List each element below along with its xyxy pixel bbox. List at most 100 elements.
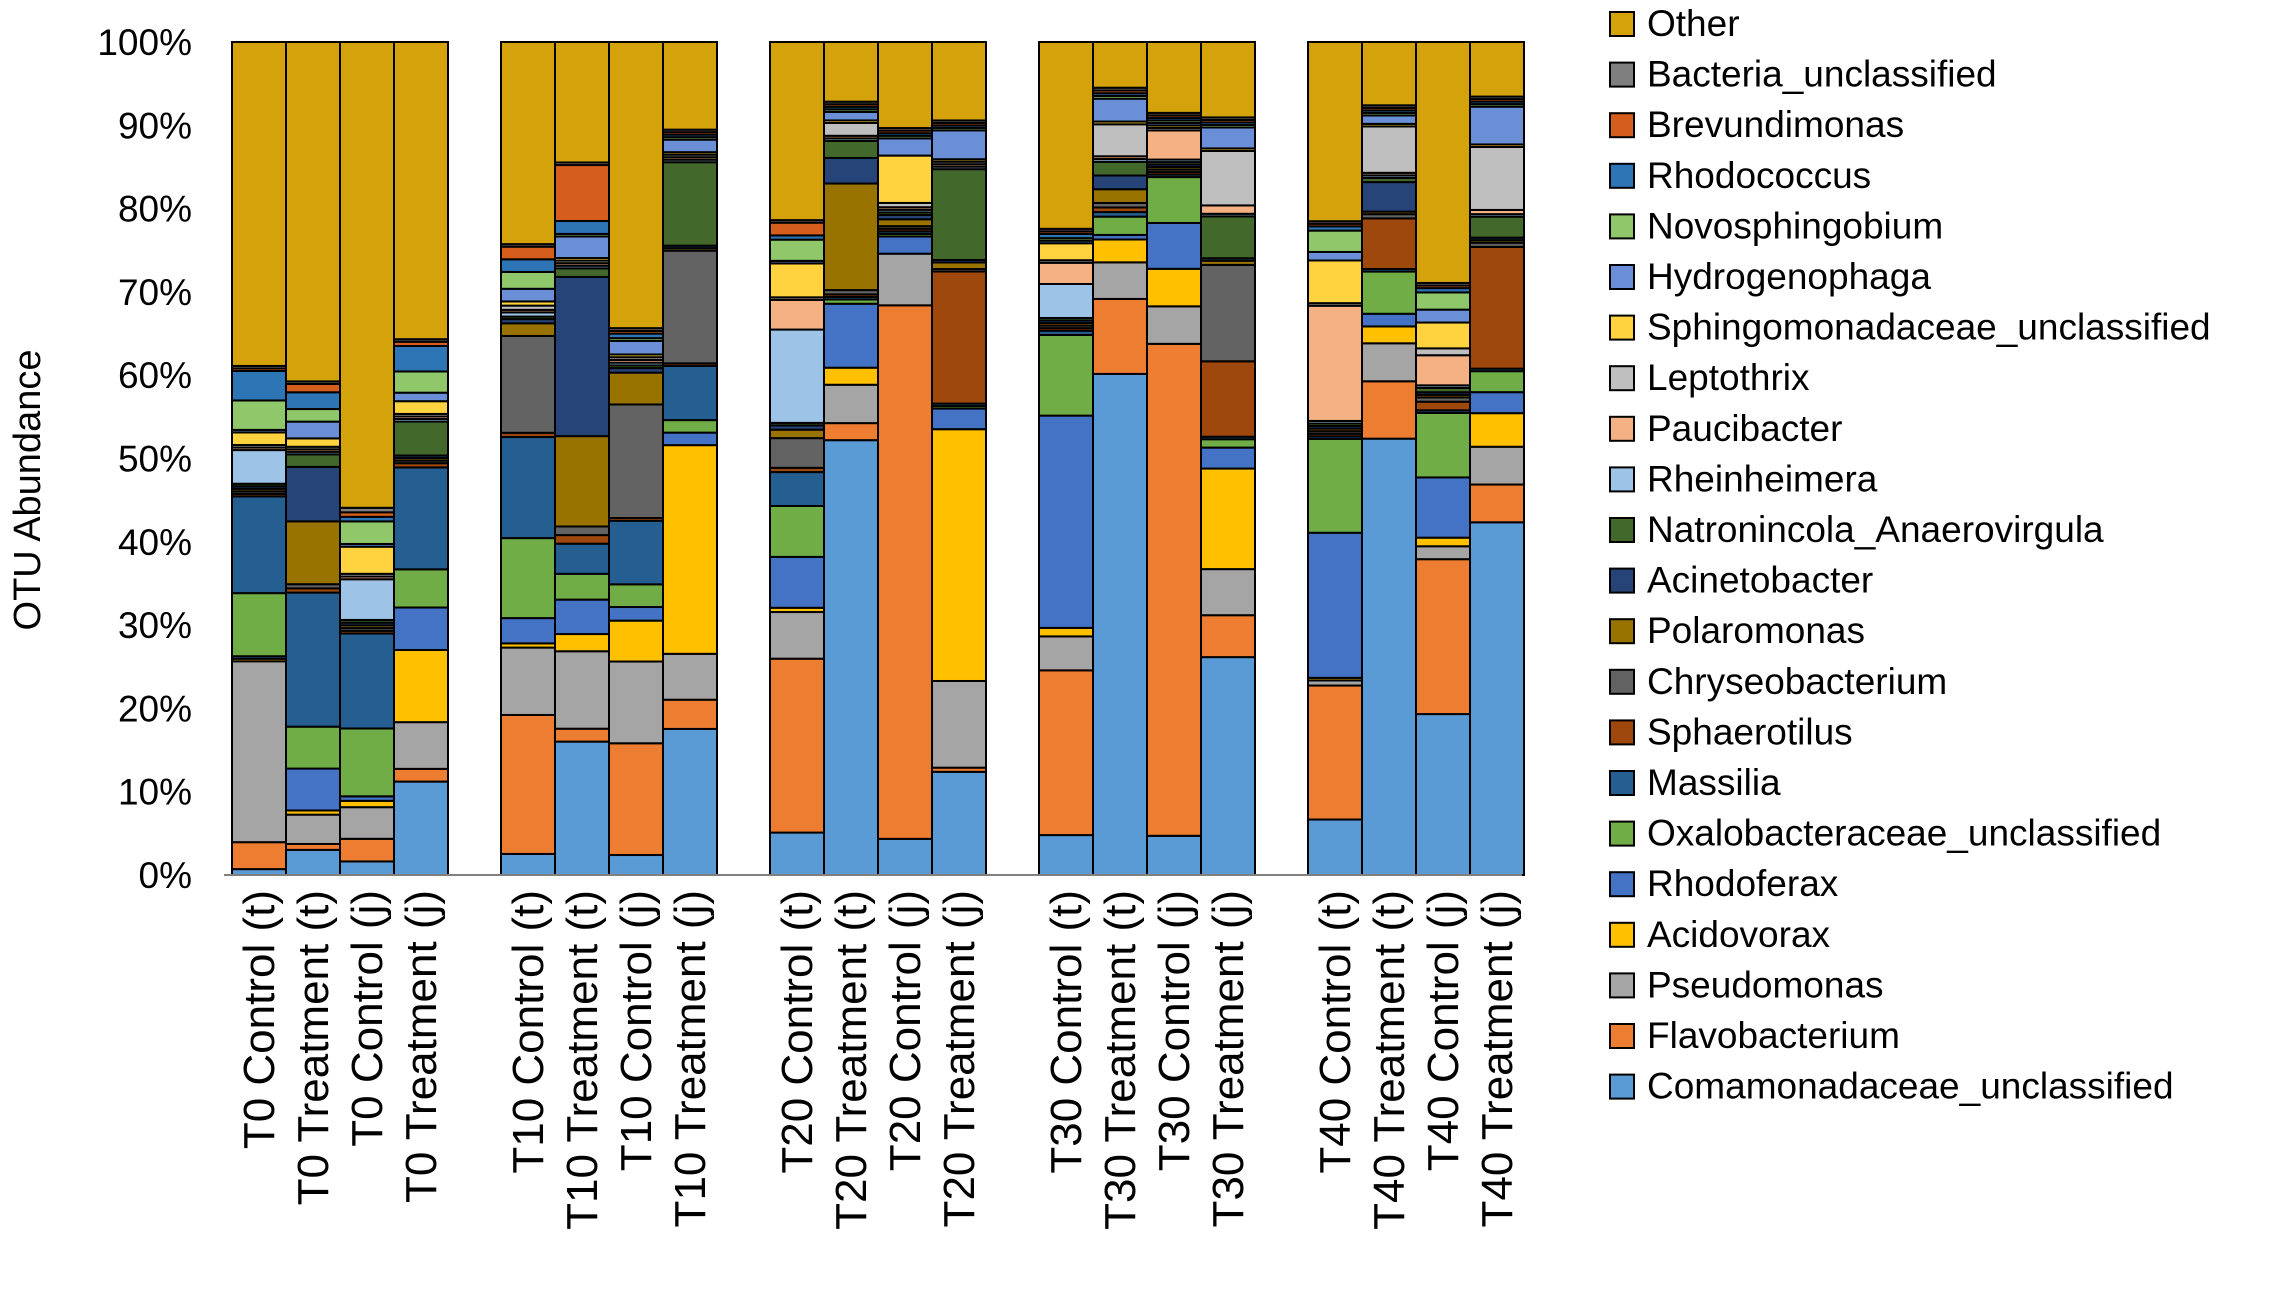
bar-segment (1200, 568, 1256, 617)
bar-segment (339, 41, 395, 509)
legend-swatch (1609, 213, 1635, 240)
bar-segment (500, 713, 556, 855)
bar-segment (823, 383, 879, 425)
bar-segment (1307, 304, 1363, 422)
bar-segment (1415, 558, 1471, 716)
bar-segment (1146, 305, 1202, 345)
legend-swatch (1609, 415, 1635, 442)
bar-segment (1361, 312, 1417, 328)
bar-segment (1469, 105, 1525, 146)
bar-segment (1415, 411, 1471, 479)
legend-swatch (1609, 618, 1635, 645)
bar-stack (339, 41, 395, 877)
legend-label: Sphingomonadaceae_unclassified (1647, 307, 2211, 348)
bar-segment (769, 428, 825, 440)
legend-swatch (1609, 820, 1635, 847)
bar-segment (1469, 215, 1525, 239)
bar-segment (662, 419, 718, 434)
legend-label: Natronincola_Anaerovirgula (1647, 509, 2104, 550)
bar-segment (500, 537, 556, 620)
bar-segment (1038, 283, 1094, 319)
y-tick-label: 40% (118, 522, 192, 563)
bar-segment (1469, 245, 1525, 370)
bar-segment (877, 41, 933, 130)
bar-segment (1415, 291, 1471, 311)
legend-swatch (1609, 719, 1635, 746)
bar-stack (1361, 41, 1417, 876)
bar-segment (393, 466, 449, 571)
bar-segment (231, 592, 287, 658)
bar-segment (1092, 174, 1148, 191)
y-axis: 0% 10% 20% 30% 40% 50% 60% 70% 80% 90% 100% (97, 22, 192, 896)
bar-segment (231, 660, 287, 844)
legend-label: Bacteria_unclassified (1647, 54, 1997, 95)
bar-stack (285, 41, 341, 876)
bar-segment (1038, 635, 1094, 672)
bar-segment (554, 41, 610, 164)
y-tick-label: 0% (139, 855, 192, 896)
y-tick-label: 60% (118, 355, 192, 396)
bar-segment (285, 767, 341, 812)
legend-label: Hydrogenophaga (1647, 256, 1931, 297)
bar-segment (769, 262, 825, 299)
x-tick-label: T40 Control (t) (1311, 890, 1360, 1174)
bar-segment (1146, 41, 1202, 114)
bar-segment (1307, 818, 1363, 876)
bar-segment (393, 648, 449, 724)
bar-segment (1146, 221, 1202, 270)
x-tick-label: T30 Treatment (t) (1096, 890, 1145, 1230)
bar-segment (339, 837, 395, 863)
legend-swatch (1609, 770, 1635, 796)
legend-item: Polaromonas (1609, 610, 1865, 651)
legend-item: Pseudomonas (1609, 964, 1884, 1005)
bar-segment (1038, 414, 1094, 629)
bar-segment (285, 391, 341, 411)
bar-segment (823, 121, 879, 137)
bar-segment (231, 841, 287, 871)
bar-segment (662, 249, 718, 365)
bar-segment (662, 652, 718, 701)
bar-segment (1092, 188, 1148, 204)
bar-segment (877, 218, 933, 228)
bar-segment (931, 428, 987, 682)
bar-segment (769, 657, 825, 834)
x-tick-label: T20 Treatment (t) (827, 890, 876, 1230)
legend-item: Sphingomonadaceae_unclassified (1609, 307, 2211, 348)
bar-segment (285, 437, 341, 448)
bar-segment (1200, 126, 1256, 150)
bar-segment (500, 322, 556, 337)
bar-segment (1361, 217, 1417, 271)
bar-segment (500, 287, 556, 303)
bar-segment (500, 334, 556, 434)
bar-segment (823, 439, 879, 876)
y-axis-label: OTU Abundance (7, 350, 49, 631)
bar-segment (1415, 41, 1471, 284)
bar-segment (500, 617, 556, 645)
bar-segment (554, 534, 610, 545)
x-tick-label: T0 Control (j) (343, 890, 392, 1147)
legend-item: Sphaerotilus (1609, 711, 1853, 752)
bar-segment (823, 366, 879, 386)
bar-segment (769, 611, 825, 660)
bar-segment (1361, 380, 1417, 440)
bar-segment (769, 221, 825, 237)
legend-item: Natronincola_Anaerovirgula (1609, 509, 2104, 550)
bar-segment (877, 252, 933, 307)
bar-segment (393, 41, 449, 341)
legend-label: Comamonadaceae_unclassified (1647, 1066, 2174, 1107)
bar-segment (285, 41, 341, 383)
y-tick-label: 50% (118, 439, 192, 480)
bar-segment (608, 519, 664, 586)
bar-segment (285, 591, 341, 728)
bar-segment (393, 370, 449, 394)
bar-segment (1361, 114, 1417, 125)
legend-item: Bacteria_unclassified (1609, 54, 1997, 95)
bar-segment (1146, 342, 1202, 837)
bar-segment (931, 270, 987, 405)
bar-stack (231, 41, 287, 877)
x-tick-label: T40 Control (j) (1419, 890, 1468, 1171)
bar-segment (1307, 531, 1363, 679)
bar-segment (769, 238, 825, 262)
bar-stack (1200, 41, 1256, 876)
